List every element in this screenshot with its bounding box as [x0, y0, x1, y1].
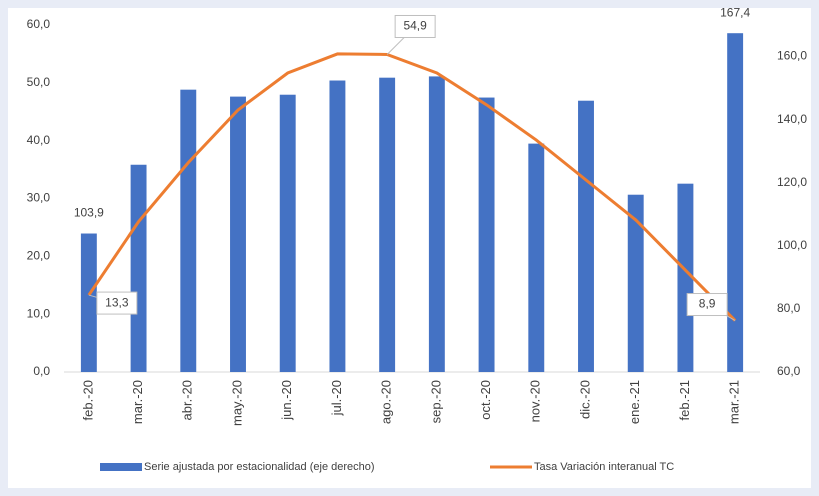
y2-tick-label: 80,0 — [777, 301, 801, 315]
bar — [528, 143, 545, 372]
x-tick-label: feb.-20 — [80, 380, 95, 420]
x-tick-label: nov.-20 — [528, 380, 543, 422]
bar — [379, 77, 396, 372]
y-tick-label: 10,0 — [27, 306, 51, 320]
bar — [677, 183, 694, 372]
bar — [279, 94, 296, 372]
callout-box — [686, 293, 728, 317]
y-tick-label: 40,0 — [27, 133, 51, 147]
y2-tick-label: 60,0 — [777, 364, 801, 378]
bar — [80, 233, 97, 372]
x-tick-label: sep.-20 — [428, 380, 443, 423]
x-tick-label: jul.-20 — [329, 380, 344, 416]
bar — [329, 80, 346, 373]
x-tick-label: abr.-20 — [180, 380, 195, 420]
legend-label: Tasa Variación interanual TC — [534, 461, 674, 473]
bar — [180, 89, 197, 372]
x-tick-label: jun.-20 — [279, 380, 294, 421]
bar-value-label: 167,4 — [720, 5, 750, 19]
y-tick-label: 20,0 — [27, 249, 51, 263]
legend-label: Serie ajustada por estacionalidad (eje d… — [144, 461, 375, 473]
callout-box — [96, 291, 138, 315]
line-value-label: 54,9 — [403, 19, 427, 33]
line-value-label: 13,3 — [105, 295, 129, 309]
bar — [478, 97, 495, 373]
bar — [727, 33, 744, 373]
x-tick-label: feb.-21 — [677, 380, 692, 420]
bar — [230, 96, 246, 372]
y2-tick-label: 100,0 — [777, 238, 807, 252]
legend-swatch — [100, 463, 142, 471]
x-tick-label: oct.-20 — [478, 380, 493, 420]
bar — [578, 100, 594, 372]
y-tick-label: 60,0 — [27, 17, 51, 31]
x-tick-label: may.-20 — [229, 380, 244, 426]
y-tick-label: 30,0 — [27, 191, 51, 205]
y-tick-label: 0,0 — [33, 364, 50, 378]
y-tick-label: 50,0 — [27, 75, 51, 89]
bar-value-label: 103,9 — [74, 206, 104, 220]
y2-tick-label: 120,0 — [777, 175, 807, 189]
y2-tick-label: 160,0 — [777, 49, 807, 63]
callout-box — [394, 14, 436, 38]
line-value-label: 8,9 — [699, 297, 716, 311]
x-tick-label: ago.-20 — [379, 380, 394, 424]
bar — [130, 164, 147, 372]
y2-tick-label: 140,0 — [777, 112, 807, 126]
x-tick-label: mar.-21 — [727, 380, 742, 424]
x-tick-label: mar.-20 — [130, 380, 145, 424]
line — [87, 52, 737, 322]
bar — [627, 194, 644, 372]
bar — [428, 76, 445, 372]
x-tick-label: dic.-20 — [577, 380, 592, 419]
x-tick-label: ene.-21 — [627, 380, 642, 424]
